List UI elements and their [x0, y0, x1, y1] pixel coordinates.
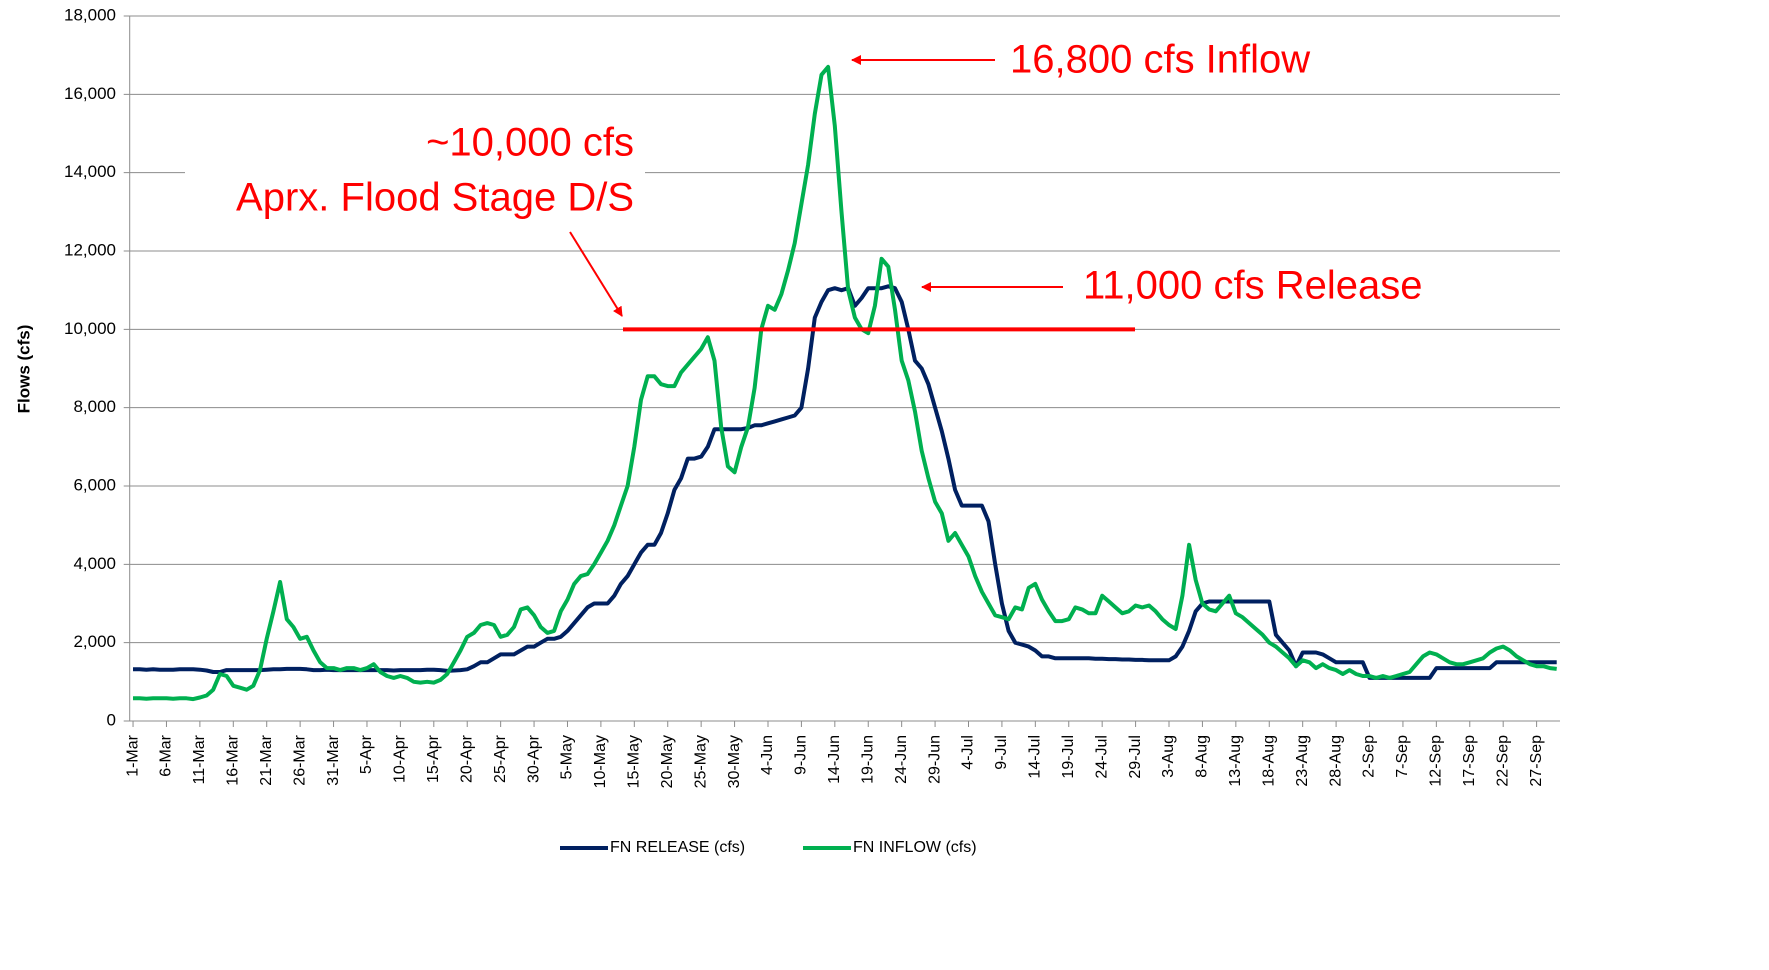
annotation: 11,000 cfs Release — [1083, 264, 1422, 308]
data-line — [133, 284, 1557, 680]
x-tick-label: 4-Jul — [960, 735, 977, 770]
plot — [133, 64, 1557, 702]
x-tick-label: 28-Aug — [1327, 735, 1344, 787]
x-tick-label: 27-Sep — [1528, 735, 1545, 787]
x-tick-label: 6-Mar — [158, 734, 175, 776]
legend-label: FN RELEASE (cfs) — [610, 839, 745, 856]
x-tick-label: 20-May — [659, 735, 676, 788]
x-tick-label: 2-Sep — [1361, 735, 1378, 778]
x-tick-label: 3-Aug — [1160, 735, 1177, 778]
annotation-background — [185, 118, 645, 228]
annotation-arrow — [569, 231, 623, 317]
x-tick-label: 25-Apr — [492, 734, 509, 783]
y-tick-label: 18,000 — [64, 5, 116, 24]
x-tick-label: 1-Mar — [124, 734, 141, 776]
y-tick-label: 12,000 — [64, 240, 116, 259]
y-tick-label: 4,000 — [73, 554, 116, 573]
x-tick-label: 17-Sep — [1461, 735, 1478, 787]
annotation: Aprx. Flood Stage D/S — [236, 176, 634, 220]
x-tick-label: 9-Jun — [793, 735, 810, 775]
x-tick-label: 14-Jul — [1027, 735, 1044, 779]
x-tick-label: 5-Apr — [358, 734, 375, 774]
y-tick-label: 0 — [107, 710, 116, 729]
y-tick-label: 8,000 — [73, 397, 116, 416]
data-line — [133, 64, 1557, 702]
x-tick-label: 16-Mar — [225, 734, 242, 785]
x-tick-label: 20-Apr — [458, 734, 475, 783]
x-tick-label: 24-Jun — [893, 735, 910, 784]
y-tick-label: 2,000 — [73, 632, 116, 651]
y-tick-label: 16,000 — [64, 84, 116, 103]
x-tick-label: 21-Mar — [258, 734, 275, 785]
x-tick-label: 19-Jul — [1060, 735, 1077, 779]
y-tick-label: 14,000 — [64, 162, 116, 181]
annotation: ~10,000 cfs — [426, 121, 634, 165]
x-tick-label: 13-Aug — [1227, 735, 1244, 787]
x-tick-label: 5-May — [559, 735, 576, 779]
x-tick-label: 31-Mar — [325, 734, 342, 785]
x-tick-label: 30-May — [726, 735, 743, 788]
x-tick-label: 4-Jun — [759, 735, 776, 775]
x-tick-label: 18-Aug — [1260, 735, 1277, 787]
x-tick-label: 29-Jun — [926, 735, 943, 784]
x-tick-label: 7-Sep — [1394, 735, 1411, 778]
y-tick-label: 6,000 — [73, 475, 116, 494]
grid: 0 2,000 4,000 6,000 8,000 10,000 12,000 14,000 1… — [64, 5, 1560, 788]
annotation: 16,800 cfs Inflow — [1010, 38, 1310, 82]
y-tick-label: 10,000 — [64, 319, 116, 338]
legend: FN RELEASE (cfs) FN INFLOW (cfs) — [560, 839, 977, 856]
x-tick-label: 11-Mar — [191, 734, 208, 784]
x-tick-label: 10-May — [592, 735, 609, 788]
x-tick-label: 26-Mar — [291, 734, 308, 785]
x-tick-label: 25-May — [692, 735, 709, 788]
x-tick-label: 10-Apr — [392, 734, 409, 783]
x-tick-label: 23-Aug — [1294, 735, 1311, 787]
x-tick-label: 30-Apr — [525, 734, 542, 783]
y-axis-label: Flows (cfs) — [14, 325, 33, 414]
x-tick-label: 8-Aug — [1194, 735, 1211, 778]
x-tick-label: 14-Jun — [826, 735, 843, 784]
x-tick-label: 22-Sep — [1494, 735, 1511, 787]
x-tick-label: 19-Jun — [859, 735, 876, 784]
x-tick-label: 15-May — [626, 735, 643, 788]
x-tick-label: 29-Jul — [1127, 735, 1144, 779]
x-tick-label: 24-Jul — [1093, 735, 1110, 779]
x-tick-label: 9-Jul — [993, 735, 1010, 770]
legend-label: FN INFLOW (cfs) — [853, 839, 977, 856]
x-tick-label: 12-Sep — [1428, 735, 1445, 787]
x-tick-label: 15-Apr — [425, 734, 442, 783]
